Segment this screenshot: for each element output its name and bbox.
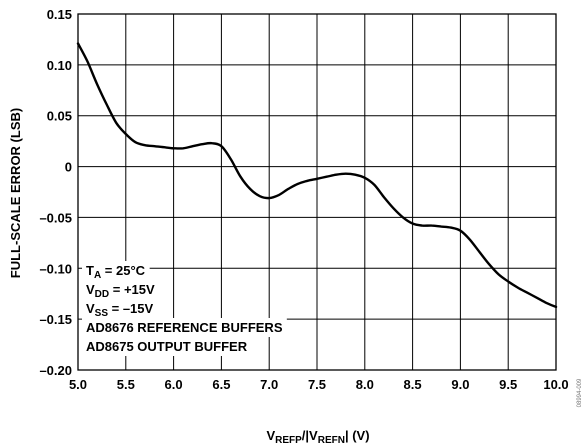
y-tick-label: 0.15	[47, 7, 72, 22]
annotation-background	[82, 261, 287, 356]
y-tick-label: 0.05	[47, 109, 72, 124]
x-axis-title-main: V	[266, 428, 275, 443]
x-axis-title-tail: | (V)	[345, 428, 370, 443]
annotation-line-background	[82, 299, 158, 321]
x-tick-label: 9.0	[451, 377, 469, 392]
y-tick-label: –0.10	[39, 261, 72, 276]
y-tick-labels: 0.15 0.10 0.05 0 –0.05 –0.10 –0.15 –0.20	[39, 7, 72, 378]
x-axis-title-mid: /|V	[302, 428, 318, 443]
y-tick-label: –0.15	[39, 312, 72, 327]
y-tick-label: –0.05	[39, 210, 72, 225]
x-tick-label: 8.5	[404, 377, 422, 392]
x-tick-label: 6.5	[212, 377, 230, 392]
grid	[78, 14, 556, 370]
annotation-line: VSS = –15V	[86, 301, 154, 319]
x-tick-label: 9.5	[499, 377, 517, 392]
figure-id: 08994-009	[577, 378, 583, 407]
x-tick-label: 10.0	[543, 377, 568, 392]
y-axis-title: FULL-SCALE ERROR (LSB)	[8, 108, 23, 278]
annotation-line: AD8676 REFERENCE BUFFERS	[86, 320, 283, 335]
x-tick-label: 7.0	[260, 377, 278, 392]
y-tick-label: 0	[65, 160, 72, 175]
x-axis-title-sub2: REFN	[318, 435, 345, 446]
annotation-line: TA = 25°C	[86, 263, 146, 281]
x-tick-labels: 5.0 5.5 6.0 6.5 7.0 7.5 8.0 8.5 9.0 9.5 10.0	[69, 377, 569, 392]
annotation-line-background	[82, 261, 150, 283]
plot-frame	[77, 13, 557, 371]
x-axis-title: VREFP/|VREFN| (V)	[266, 428, 369, 446]
y-tick-label: –0.20	[39, 363, 72, 378]
annotation-line-background	[82, 337, 252, 356]
x-tick-label: 8.0	[356, 377, 374, 392]
annotation-line-background	[82, 280, 159, 302]
annotation-line-background	[82, 318, 287, 337]
x-tick-label: 7.5	[308, 377, 326, 392]
annotation-line: AD8675 OUTPUT BUFFER	[86, 339, 248, 354]
annotation-line: VDD = +15V	[86, 282, 155, 300]
x-tick-label: 5.5	[117, 377, 135, 392]
x-axis-title-sub1: REFP	[275, 435, 302, 446]
x-tick-label: 5.0	[69, 377, 87, 392]
series-line	[76, 42, 558, 309]
y-tick-label: 0.10	[47, 58, 72, 73]
x-tick-label: 6.0	[165, 377, 183, 392]
